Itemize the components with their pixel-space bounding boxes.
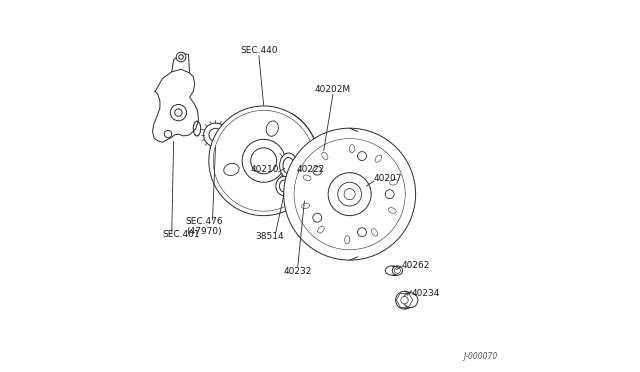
Circle shape [170,105,187,121]
Ellipse shape [396,291,413,309]
Ellipse shape [371,229,378,236]
Circle shape [401,296,408,304]
Ellipse shape [322,152,328,160]
Circle shape [242,139,285,182]
Circle shape [358,228,367,237]
Ellipse shape [283,157,294,174]
Ellipse shape [303,175,311,181]
Ellipse shape [278,179,292,193]
Text: 40222: 40222 [297,165,325,174]
Ellipse shape [353,131,362,257]
Ellipse shape [297,175,312,195]
Text: 40210: 40210 [251,165,279,174]
Text: 40202M: 40202M [315,85,351,94]
Circle shape [251,148,276,174]
Text: J-000070: J-000070 [463,352,497,361]
Circle shape [313,213,322,222]
Text: 40232: 40232 [284,267,312,276]
Ellipse shape [392,266,403,275]
Circle shape [344,189,355,200]
Polygon shape [152,69,198,142]
Circle shape [338,182,362,206]
Ellipse shape [266,121,278,136]
Circle shape [204,123,227,147]
Text: 40207: 40207 [374,174,402,183]
Text: (47970): (47970) [186,227,222,236]
Text: 40262: 40262 [401,261,430,270]
Circle shape [176,52,186,62]
Ellipse shape [193,121,201,136]
Ellipse shape [224,163,239,176]
Circle shape [394,267,401,273]
Ellipse shape [345,235,350,244]
Circle shape [294,175,299,180]
Circle shape [284,128,415,260]
Circle shape [164,131,172,138]
Ellipse shape [317,226,324,233]
Ellipse shape [385,266,399,275]
Ellipse shape [296,164,303,173]
Text: 40234: 40234 [412,289,440,298]
Ellipse shape [280,153,298,178]
Ellipse shape [388,208,396,213]
Text: SEC.440: SEC.440 [240,46,278,55]
Circle shape [310,175,314,180]
Ellipse shape [390,180,397,185]
Ellipse shape [301,203,310,209]
Ellipse shape [292,170,316,201]
Ellipse shape [300,155,305,158]
Ellipse shape [280,180,289,192]
Circle shape [358,152,367,161]
Text: 38514: 38514 [255,231,284,241]
Ellipse shape [349,145,355,153]
Text: SEC.476: SEC.476 [186,217,223,226]
Circle shape [209,128,222,141]
Circle shape [313,166,322,175]
Ellipse shape [403,293,418,308]
Circle shape [294,191,299,195]
Circle shape [328,173,371,216]
Ellipse shape [375,155,381,162]
Circle shape [310,191,314,195]
Circle shape [175,109,182,116]
Circle shape [385,190,394,199]
Text: SEC.401: SEC.401 [163,230,200,239]
Circle shape [209,106,319,216]
Circle shape [179,55,183,59]
Ellipse shape [276,176,292,196]
